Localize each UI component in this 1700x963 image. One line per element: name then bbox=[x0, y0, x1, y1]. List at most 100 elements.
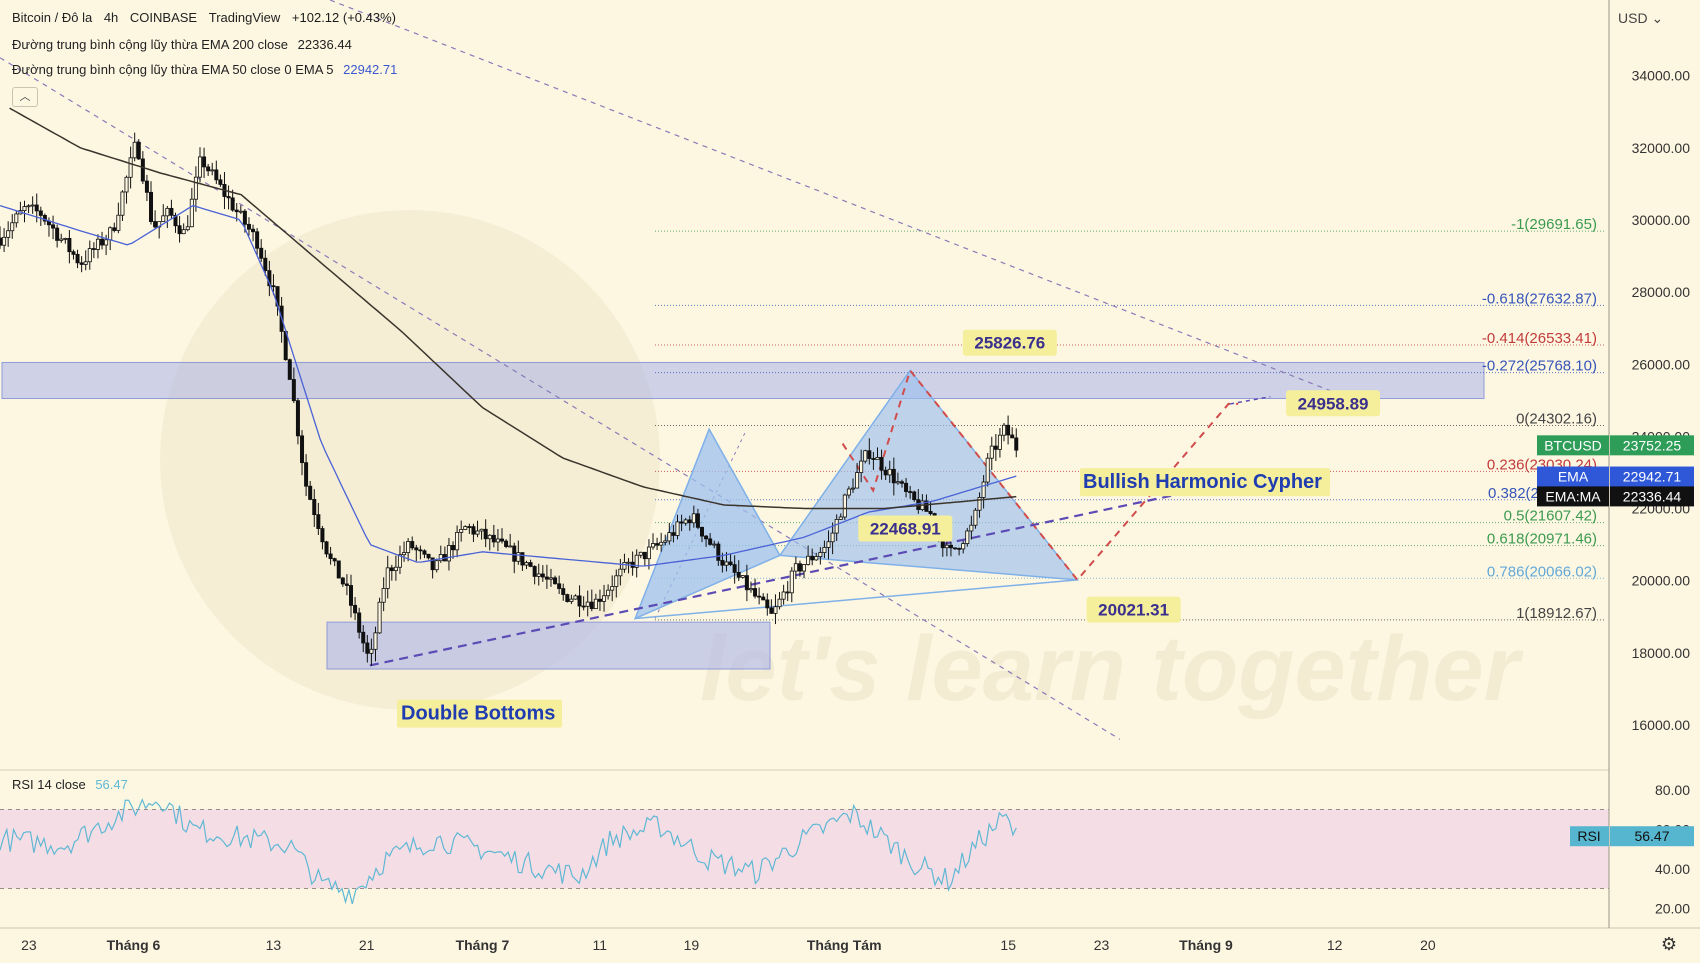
candle-body bbox=[459, 529, 464, 533]
candle-body bbox=[699, 526, 704, 537]
price-tag-value[interactable] bbox=[1610, 435, 1694, 456]
candle-body bbox=[818, 552, 823, 557]
candle-body bbox=[993, 445, 998, 450]
pattern-xab-triangle[interactable] bbox=[633, 427, 781, 620]
rsi-tag-value[interactable] bbox=[1610, 826, 1694, 847]
double-bottom-label[interactable]: Double Bottoms bbox=[401, 703, 555, 725]
candle-body bbox=[797, 563, 802, 572]
candle-body bbox=[324, 541, 329, 555]
candle-body bbox=[806, 555, 811, 565]
candle-body bbox=[34, 204, 39, 212]
price-tag-value[interactable] bbox=[1610, 466, 1694, 487]
rsi-line[interactable] bbox=[0, 798, 1017, 905]
candle-body bbox=[434, 560, 439, 571]
candle-body bbox=[418, 549, 423, 552]
candle-body bbox=[471, 526, 476, 535]
rsi-tag-value-text: 56.47 bbox=[1634, 828, 1669, 844]
projected-path[interactable] bbox=[841, 368, 1239, 582]
candle-body bbox=[100, 238, 105, 246]
candle-body bbox=[683, 519, 688, 524]
fib-label: 0.786(20066.02) bbox=[1487, 563, 1597, 580]
symbol-legend: Bitcoin / Đô la 4h COINBASE TradingView … bbox=[12, 10, 396, 25]
candle-body bbox=[487, 534, 492, 540]
candle-body bbox=[169, 207, 174, 216]
candle-body bbox=[593, 598, 598, 610]
candle-body bbox=[0, 237, 3, 246]
candle-body bbox=[206, 166, 211, 172]
time-tick-label: 19 bbox=[684, 937, 700, 953]
candle-body bbox=[855, 472, 860, 489]
candle-body bbox=[585, 601, 590, 607]
candle-body bbox=[230, 197, 235, 211]
candle-body bbox=[659, 541, 664, 546]
candle-body bbox=[161, 215, 166, 223]
candlesticks[interactable] bbox=[0, 132, 1019, 666]
time-tick-label: 20 bbox=[1420, 937, 1436, 953]
candle-body bbox=[826, 541, 831, 548]
candle-body bbox=[446, 545, 451, 562]
price-tag-name[interactable] bbox=[1537, 466, 1609, 487]
candle-body bbox=[300, 435, 305, 464]
collapse-legend-button[interactable]: ︿ bbox=[12, 87, 38, 107]
rsi-legend[interactable]: RSI 14 close 56.47 bbox=[12, 777, 128, 792]
candle-body bbox=[577, 595, 582, 607]
rsi-tag-name[interactable] bbox=[1570, 826, 1609, 847]
candle-body bbox=[728, 561, 733, 566]
price-tag-name[interactable] bbox=[1537, 435, 1609, 456]
candle-body bbox=[953, 547, 958, 550]
candle-body bbox=[736, 571, 741, 578]
downtrend-line-lower[interactable] bbox=[0, 57, 1121, 740]
downtrend-line-upper[interactable] bbox=[329, 0, 1356, 401]
candle-body bbox=[14, 213, 19, 224]
candle-body bbox=[879, 457, 884, 471]
candle-body bbox=[602, 595, 607, 602]
ema200-line[interactable] bbox=[9, 107, 1017, 510]
candle-body bbox=[357, 612, 362, 633]
candle-body bbox=[500, 538, 505, 542]
ema200-label: Đường trung bình cộng lũy thừa EMA 200 c… bbox=[12, 37, 288, 52]
candle-body bbox=[75, 253, 80, 264]
ema50-legend[interactable]: Đường trung bình cộng lũy thừa EMA 50 cl… bbox=[12, 62, 397, 77]
candle-body bbox=[781, 591, 786, 600]
ema50-line[interactable] bbox=[0, 204, 1017, 567]
settings-button[interactable]: ⚙ bbox=[1658, 933, 1680, 955]
candle-body bbox=[479, 528, 484, 532]
resistance-zone[interactable] bbox=[1, 361, 1485, 400]
time-tick-label: 12 bbox=[1327, 937, 1343, 953]
candle-body bbox=[67, 238, 72, 253]
time-tick-label: 11 bbox=[593, 937, 608, 953]
candle-body bbox=[520, 552, 525, 566]
candle-body bbox=[569, 598, 574, 602]
candle-body bbox=[548, 577, 553, 580]
candle-body bbox=[328, 553, 333, 560]
rsi-tick-label: 80.00 bbox=[1655, 782, 1690, 798]
candle-body bbox=[71, 251, 76, 255]
price-tick-label: 26000.00 bbox=[1632, 356, 1691, 372]
candle-body bbox=[924, 500, 929, 512]
price-tick-label: 20000.00 bbox=[1632, 573, 1691, 589]
price-tag-value[interactable] bbox=[1610, 486, 1694, 507]
time-tick-label: Tháng 7 bbox=[456, 937, 510, 953]
candle-body bbox=[336, 560, 341, 579]
candle-body bbox=[193, 176, 198, 200]
interval[interactable]: 4h bbox=[103, 10, 119, 25]
candle-body bbox=[132, 141, 137, 159]
price-tag-name[interactable] bbox=[1537, 486, 1609, 507]
annotation-value: 24958.89 bbox=[1298, 394, 1369, 413]
ema200-legend[interactable]: Đường trung bình cộng lũy thừa EMA 200 c… bbox=[12, 37, 352, 52]
candle-body bbox=[30, 204, 35, 207]
price-tag-name-text: BTCUSD bbox=[1544, 437, 1602, 453]
candle-body bbox=[365, 642, 370, 654]
time-tick-label: Tháng 9 bbox=[1179, 937, 1233, 953]
fibonacci-levels[interactable]: -1(29691.65) -0.618(27632.87) -0.414(26533… bbox=[655, 216, 1605, 622]
pattern-label[interactable]: Bullish Harmonic Cypher bbox=[1083, 471, 1322, 493]
double-bottom-zone[interactable] bbox=[326, 621, 771, 670]
price-tag-value-text: 22942.71 bbox=[1623, 469, 1682, 485]
candle-body bbox=[712, 543, 717, 546]
candle-body bbox=[765, 599, 770, 609]
double-bottom-label-box bbox=[397, 699, 562, 728]
currency-selector[interactable]: USD ⌄ bbox=[1618, 10, 1663, 26]
candle-body bbox=[589, 601, 594, 610]
